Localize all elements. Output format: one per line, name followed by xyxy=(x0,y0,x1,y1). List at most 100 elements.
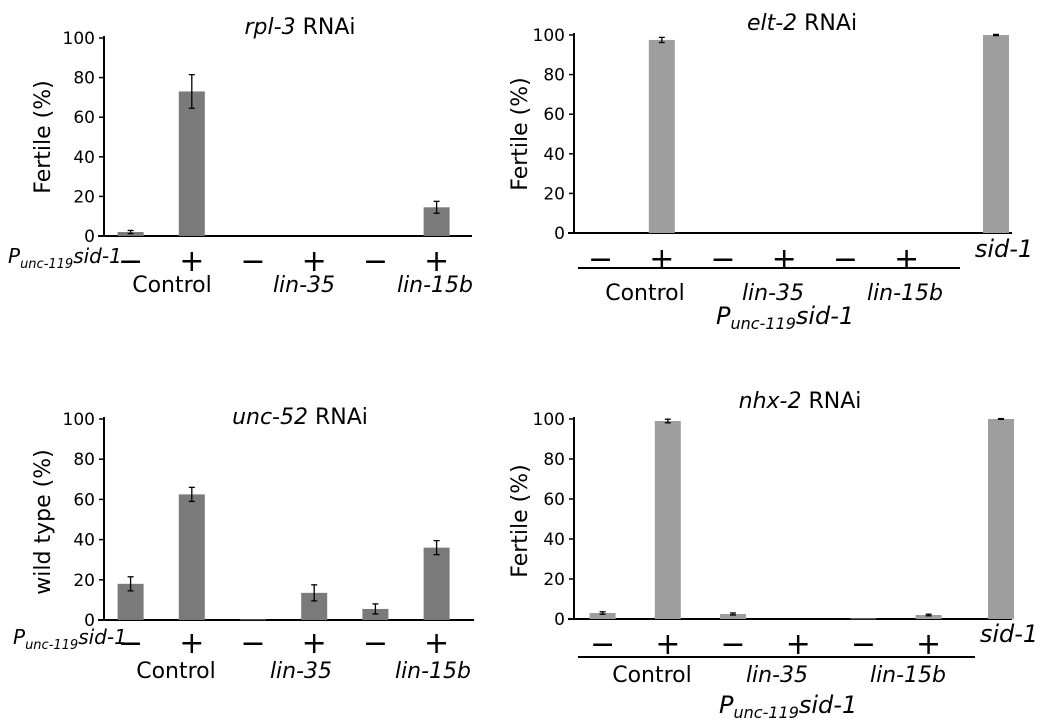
y-tick-label: 100 xyxy=(63,410,95,430)
y-tick-label: 20 xyxy=(73,187,95,207)
y-tick-label: 100 xyxy=(533,26,565,46)
y-tick-label: 60 xyxy=(543,105,565,125)
y-axis-label: Fertile (%) xyxy=(508,77,533,190)
y-tick-label: 80 xyxy=(73,450,95,470)
y-tick-label: 60 xyxy=(73,490,95,510)
promoter-gene: sid-1 xyxy=(73,244,122,268)
promoter-p: P xyxy=(716,302,731,330)
genotype-sign: + xyxy=(649,242,674,277)
title-suffix: RNAi xyxy=(801,389,861,414)
bar xyxy=(654,421,681,619)
bar xyxy=(915,615,942,619)
group-label: Control xyxy=(136,659,216,684)
genotype-sign: − xyxy=(240,244,265,279)
genotype-sign: − xyxy=(240,626,265,661)
promoter-subscript: unc-119 xyxy=(733,703,798,722)
chart-title: unc-52 RNAi xyxy=(232,405,368,430)
y-tick-label: 40 xyxy=(543,145,565,165)
y-tick-label: 40 xyxy=(73,531,95,551)
bar xyxy=(423,547,450,620)
group-label: lin-35 xyxy=(273,273,335,298)
y-tick-label: 80 xyxy=(543,450,565,470)
y-tick-label: 0 xyxy=(84,227,95,247)
group-label: Control xyxy=(605,281,685,306)
chart-title: rpl-3 RNAi xyxy=(245,15,356,40)
genotype-sign: + xyxy=(894,242,919,277)
y-tick-label: 0 xyxy=(554,224,565,244)
group-label: lin-35 xyxy=(270,659,332,684)
title-suffix: RNAi xyxy=(308,405,368,430)
title-gene: nhx-2 xyxy=(739,389,802,414)
group-label: lin-15b xyxy=(867,281,943,306)
genotype-sign: + xyxy=(302,244,327,279)
genotype-sign: + xyxy=(179,244,204,279)
bar xyxy=(178,91,205,237)
title-gene: rpl-3 xyxy=(245,15,296,40)
group-label: lin-15b xyxy=(870,663,946,688)
genotype-sign: − xyxy=(363,244,388,279)
title-gene: elt-2 xyxy=(747,11,797,36)
group-label: lin-15b xyxy=(395,659,471,684)
bar xyxy=(720,614,746,619)
genotype-sign: − xyxy=(118,244,143,279)
group-label: Control xyxy=(132,273,212,298)
title-gene: unc-52 xyxy=(232,405,308,430)
sid1-mutant-label: sid-1 xyxy=(980,620,1038,648)
genotype-sign: + xyxy=(302,626,327,661)
promoter-label: Punc-119sid-1 xyxy=(13,625,127,653)
group-label: lin-15b xyxy=(397,273,473,298)
bar xyxy=(850,618,877,620)
title-suffix: RNAi xyxy=(296,15,356,40)
y-axis-label: Fertile (%) xyxy=(31,80,56,193)
promoter-subscript: unc-119 xyxy=(20,257,73,272)
sid1-mutant-label: sid-1 xyxy=(975,235,1033,263)
promoter-gene: sid-1 xyxy=(796,302,854,330)
genotype-sign: + xyxy=(424,626,449,661)
y-tick-label: 20 xyxy=(543,184,565,204)
genotype-sign: + xyxy=(179,626,204,661)
genotype-sign: − xyxy=(833,242,858,277)
genotype-sign: − xyxy=(588,242,613,277)
promoter-p: P xyxy=(13,625,26,649)
group-label: Control xyxy=(612,663,692,688)
bar xyxy=(983,35,1009,233)
y-tick-label: 100 xyxy=(63,29,95,49)
chart-title: elt-2 RNAi xyxy=(747,11,857,36)
y-tick-label: 60 xyxy=(73,108,95,128)
promoter-p: P xyxy=(719,691,734,719)
y-axis-label: Fertile (%) xyxy=(508,464,533,577)
promoter-subscript: unc-119 xyxy=(25,638,78,653)
panel-unc52: unc-52 RNAi wild type (%) 0 20 40 60 80 100 − + − +… xyxy=(13,405,474,684)
y-tick-label: 100 xyxy=(533,410,565,430)
y-tick-label: 40 xyxy=(73,148,95,168)
y-tick-label: 20 xyxy=(73,571,95,591)
promoter-gene: sid-1 xyxy=(799,691,857,719)
bar xyxy=(589,613,616,619)
genotype-sign: − xyxy=(118,626,143,661)
panel-elt2: elt-2 RNAi Fertile (%) 0 20 40 60 80 100 − + − + − + C… xyxy=(508,11,1033,333)
genotype-sign: + xyxy=(772,242,797,277)
promoter-label: Punc-119sid-1 xyxy=(8,244,122,272)
promoter-label: Punc-119sid-1 xyxy=(716,302,854,333)
bar xyxy=(988,419,1014,619)
title-suffix: RNAi xyxy=(797,11,857,36)
promoter-label: Punc-119sid-1 xyxy=(719,691,857,722)
y-axis-label: wild type (%) xyxy=(31,449,56,594)
group-label: lin-35 xyxy=(742,281,804,306)
genotype-sign: − xyxy=(363,626,388,661)
y-tick-label: 80 xyxy=(543,66,565,86)
promoter-p: P xyxy=(8,244,21,268)
bar xyxy=(648,39,675,234)
y-tick-label: 0 xyxy=(554,610,565,630)
y-tick-label: 80 xyxy=(73,69,95,89)
bar xyxy=(178,494,205,620)
promoter-subscript: unc-119 xyxy=(730,314,795,333)
y-tick-label: 20 xyxy=(543,570,565,590)
genotype-sign: + xyxy=(424,244,449,279)
promoter-gene: sid-1 xyxy=(78,625,127,649)
genotype-sign: − xyxy=(710,242,735,277)
y-tick-label: 40 xyxy=(543,530,565,550)
